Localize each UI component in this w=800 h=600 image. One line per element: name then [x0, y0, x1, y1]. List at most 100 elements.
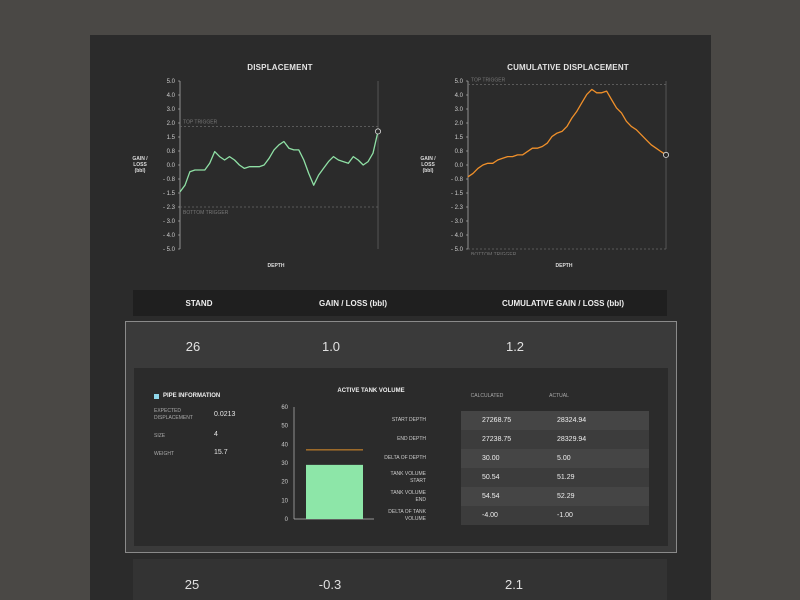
y-tick-label: 2.0	[455, 121, 464, 127]
calculated-value: 54.54	[482, 493, 500, 500]
displacement-y-axis-label: GAIN / LOSS (bbl)	[132, 156, 148, 174]
cumulative-chart-title: CUMULATIVE DISPLACEMENT	[507, 63, 629, 72]
y-tick-label: 0.8	[167, 149, 176, 155]
measure-label: START DEPTH	[391, 417, 426, 423]
tank-y-tick-label: 0	[285, 517, 289, 523]
y-tick-label: - 3.0	[163, 219, 176, 225]
row-gain-loss-value: 1.0	[321, 339, 341, 354]
y-tick-label: - 5.0	[451, 247, 464, 253]
tank-y-tick-label: 30	[281, 461, 288, 467]
cumulative-chart: 5.0 4.0 3.0 2.0 1.5 0.8 0.0 - 0.8 - 1.5 - 2.3 - 3.…	[451, 77, 669, 255]
column-header-stand[interactable]: STAND	[185, 299, 213, 308]
current-point-marker	[374, 128, 381, 135]
y-tick-label: 0.0	[167, 163, 176, 169]
y-tick-label: 4.0	[455, 93, 464, 99]
column-header-gain-loss[interactable]: GAIN / LOSS (bbl)	[319, 299, 387, 308]
row-details-panel: PIPE INFORMATION EXPECTED DISPLACEMENT 0.…	[134, 368, 668, 546]
tank-y-tick-label: 40	[281, 442, 288, 448]
weight-value: 15.7	[214, 449, 228, 456]
measure-row: 27238.75 28329.94	[461, 430, 649, 449]
calculated-value: -4.00	[482, 512, 498, 519]
bottom-trigger-label: BOTTOM TRIGGER	[183, 210, 229, 216]
y-tick-label: - 2.3	[451, 205, 464, 211]
actual-value: 28324.94	[557, 417, 587, 424]
tank-y-tick-label: 20	[281, 480, 288, 486]
pipe-info-icon	[154, 394, 159, 399]
y-tick-label: - 0.8	[451, 177, 464, 183]
y-tick-label: 4.0	[167, 93, 176, 99]
measure-label: TANK VOLUME START	[390, 471, 426, 484]
y-tick-label: 2.0	[167, 121, 176, 127]
tank-y-tick-label: 60	[281, 405, 288, 411]
table-row[interactable]: 25 -0.3 2.1	[133, 559, 667, 600]
y-tick-label: - 4.0	[163, 233, 176, 239]
top-trigger-label: TOP TRIGGER	[471, 77, 506, 83]
expected-displacement-label: EXPECTED DISPLACEMENT	[154, 408, 193, 421]
y-tick-label: 5.0	[455, 79, 464, 85]
weight-label: WEIGHT	[154, 451, 174, 457]
data-series-line	[467, 88, 667, 178]
tank-y-tick-label: 50	[281, 424, 288, 430]
y-tick-label: 1.5	[167, 135, 176, 141]
calculated-value: 27238.75	[482, 436, 512, 443]
calculated-value: 50.54	[482, 474, 500, 481]
measure-row: 50.54 51.29	[461, 468, 649, 487]
row-stand-value: 26	[185, 339, 201, 354]
measure-label: DELTA OF TANK VOLUME	[388, 509, 426, 522]
size-label: SIZE	[154, 433, 166, 439]
row-cumulative-value: 1.2	[505, 339, 525, 354]
actual-value: 28329.94	[557, 436, 587, 443]
measure-label: DELTA OF DEPTH	[384, 455, 426, 461]
y-tick-label: 1.5	[455, 135, 464, 141]
y-tick-label: - 3.0	[451, 219, 464, 225]
tank-y-tick-label: 10	[281, 498, 288, 504]
y-tick-label: 3.0	[455, 107, 464, 113]
displacement-chart-title: DISPLACEMENT	[247, 63, 313, 72]
measure-row: -4.00 -1.00	[461, 506, 649, 525]
row-gain-loss-value: -0.3	[318, 577, 342, 592]
y-tick-label: 0.8	[455, 149, 464, 155]
measure-row: 30.00 5.00	[461, 449, 649, 468]
y-tick-label: - 2.3	[163, 205, 176, 211]
cumulative-x-axis-label: DEPTH	[555, 263, 573, 269]
calculated-value: 30.00	[482, 455, 500, 462]
tank-volume-title: ACTIVE TANK VOLUME	[337, 388, 405, 394]
actual-value: 5.00	[557, 455, 571, 462]
row-cumulative-value: 2.1	[504, 577, 524, 592]
actual-value: 52.29	[557, 493, 575, 500]
y-tick-label: - 5.0	[163, 247, 176, 253]
pipe-info-title: PIPE INFORMATION	[163, 393, 221, 399]
column-calculated: CALCULATED	[470, 393, 504, 399]
table-header: STAND GAIN / LOSS (bbl) CUMULATIVE GAIN …	[133, 290, 667, 316]
measure-row: 27268.75 28324.94	[461, 411, 649, 430]
y-tick-label: 3.0	[167, 107, 176, 113]
calculated-value: 27268.75	[482, 417, 512, 424]
y-tick-label: 5.0	[167, 79, 176, 85]
column-actual: ACTUAL	[549, 393, 569, 399]
size-value: 4	[214, 431, 218, 438]
main-panel: DISPLACEMENT GAIN / LOSS (bbl) 5.0 4.0 3.0 2.…	[90, 35, 711, 600]
table-row-selected[interactable]: 26 1.0 1.2 PIPE INFORMATION EXPECTED DISP…	[125, 321, 677, 553]
measure-label: TANK VOLUME END	[390, 490, 426, 503]
y-tick-label: - 0.8	[163, 177, 176, 183]
displacement-x-axis-label: DEPTH	[267, 263, 285, 269]
tank-volume-bar	[306, 464, 363, 519]
displacement-chart: 5.0 4.0 3.0 2.0 1.5 0.8 0.0 - 0.8 - 1.5 - 2.3 - 3.…	[163, 79, 381, 253]
actual-value: 51.29	[557, 474, 575, 481]
column-header-cumulative[interactable]: CUMULATIVE GAIN / LOSS (bbl)	[501, 299, 625, 308]
y-tick-label: - 4.0	[451, 233, 464, 239]
y-tick-label: - 1.5	[163, 191, 176, 197]
top-trigger-label: TOP TRIGGER	[183, 119, 218, 125]
measure-row: 54.54 52.29	[461, 487, 649, 506]
y-tick-label: - 1.5	[451, 191, 464, 197]
tank-volume-chart: 60 50 40 30 20 10 0	[281, 405, 374, 523]
data-series-line	[179, 131, 379, 193]
current-point-marker	[662, 151, 669, 158]
measure-label: END DEPTH	[397, 436, 426, 442]
bottom-trigger-label: BOTTOM TRIGGER	[471, 252, 517, 255]
expected-displacement-value: 0.0213	[214, 411, 236, 418]
cumulative-y-axis-label: GAIN / LOSS (bbl)	[420, 156, 436, 174]
row-stand-value: 25	[184, 577, 200, 592]
actual-value: -1.00	[557, 512, 573, 519]
y-tick-label: 0.0	[455, 163, 464, 169]
